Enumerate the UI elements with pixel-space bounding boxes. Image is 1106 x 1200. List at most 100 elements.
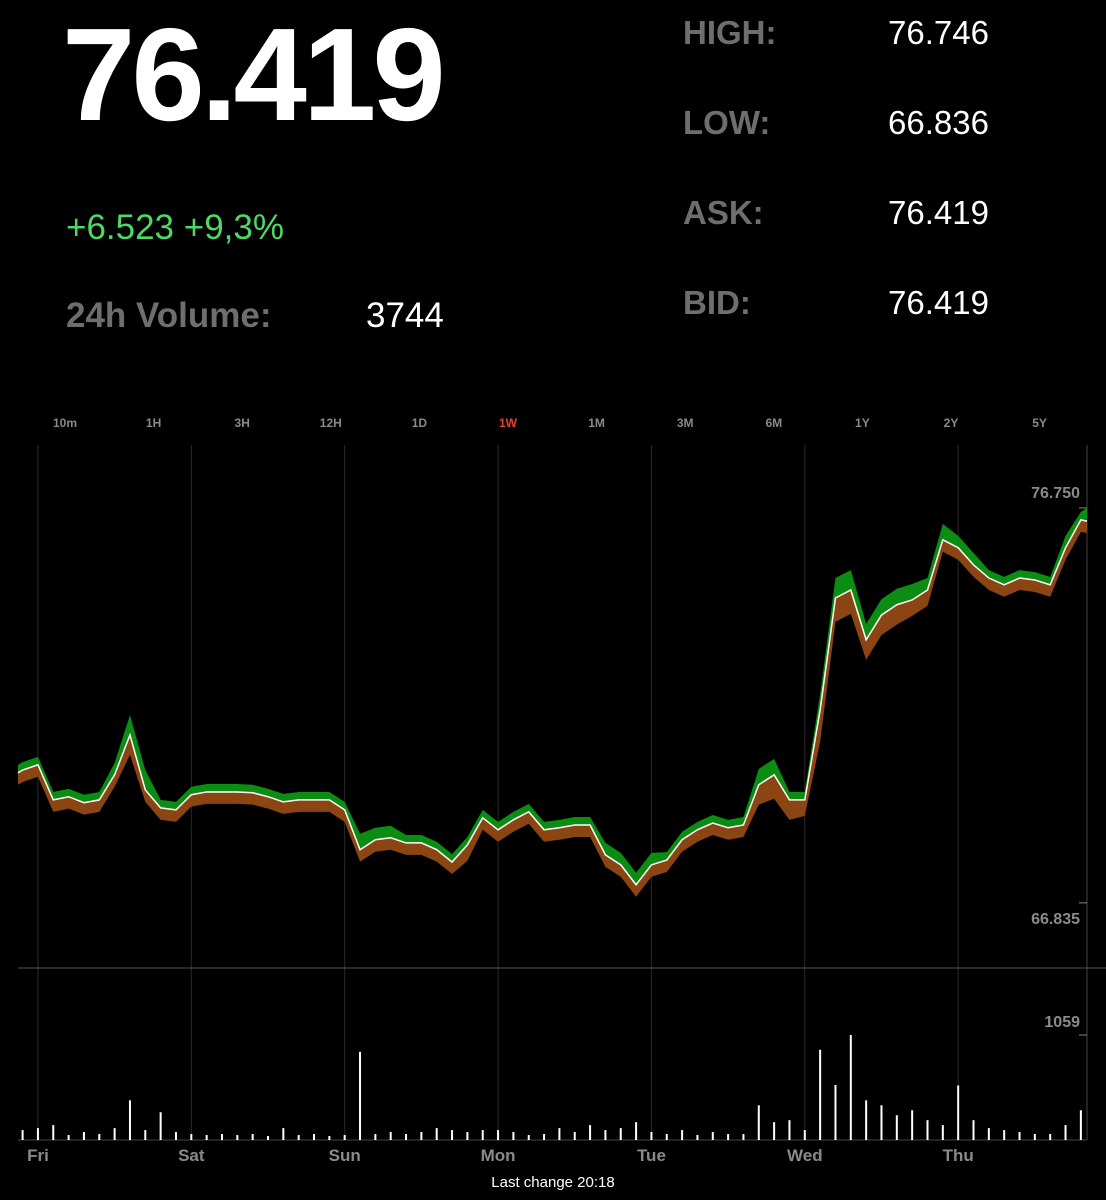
volume-bar bbox=[251, 1134, 254, 1140]
volume-bar bbox=[205, 1135, 208, 1140]
volume-bar bbox=[67, 1135, 70, 1140]
volume-bar bbox=[328, 1136, 331, 1140]
volume-bar bbox=[527, 1135, 530, 1140]
volume-bar bbox=[1003, 1130, 1006, 1140]
range-tab[interactable]: 1W bbox=[499, 416, 518, 430]
range-tab[interactable]: 3H bbox=[235, 416, 250, 430]
volume-bar bbox=[282, 1128, 285, 1140]
stat-value: 76.419 bbox=[888, 284, 989, 321]
y-tick-label: 66.835 bbox=[1031, 911, 1080, 928]
range-tab[interactable]: 6M bbox=[765, 416, 782, 430]
volume-bar bbox=[113, 1128, 116, 1140]
x-tick-label: Fri bbox=[27, 1146, 49, 1165]
volume-bar bbox=[497, 1130, 500, 1140]
volume-bar bbox=[1049, 1134, 1052, 1140]
range-tab[interactable]: 3M bbox=[677, 416, 694, 430]
volume-bar bbox=[512, 1132, 515, 1140]
volume-bar bbox=[313, 1134, 316, 1140]
volume-bar bbox=[1064, 1125, 1067, 1140]
stat-label: BID: bbox=[683, 284, 751, 321]
volume-bar bbox=[543, 1134, 546, 1140]
volume-bar bbox=[849, 1035, 852, 1140]
volume-bar bbox=[21, 1130, 24, 1140]
volume-bar bbox=[941, 1125, 944, 1140]
volume-bar bbox=[696, 1135, 699, 1140]
volume-bar bbox=[405, 1134, 408, 1140]
volume-bar bbox=[773, 1122, 776, 1140]
y-tick-label: 76.750 bbox=[1031, 485, 1080, 502]
low-band bbox=[18, 519, 1087, 897]
volume-bar bbox=[159, 1112, 162, 1140]
volume-bar bbox=[558, 1128, 561, 1140]
volume-bar bbox=[343, 1135, 346, 1140]
range-tab[interactable]: 1Y bbox=[855, 416, 870, 430]
volume-bar bbox=[711, 1132, 714, 1140]
x-tick-label: Mon bbox=[481, 1146, 516, 1165]
volume-bar bbox=[481, 1130, 484, 1140]
volume-bar bbox=[52, 1125, 55, 1140]
volume-bar bbox=[757, 1105, 760, 1140]
volume-bar bbox=[1033, 1134, 1036, 1140]
volume-bar bbox=[297, 1135, 300, 1140]
volume-label: 24h Volume: bbox=[66, 296, 272, 335]
range-tab[interactable]: 1M bbox=[588, 416, 605, 430]
x-tick-label: Sat bbox=[178, 1146, 205, 1165]
volume-bar bbox=[1079, 1110, 1082, 1140]
volume-bar bbox=[128, 1100, 131, 1140]
volume-bar bbox=[266, 1136, 269, 1140]
range-tab[interactable]: 1H bbox=[146, 416, 161, 430]
price-change: +6.523 +9,3% bbox=[66, 208, 284, 247]
range-tab[interactable]: 1D bbox=[412, 416, 428, 430]
volume-bar bbox=[926, 1120, 929, 1140]
volume-bar bbox=[788, 1120, 791, 1140]
volume-bar bbox=[466, 1132, 469, 1140]
volume-bar bbox=[374, 1134, 377, 1140]
stat-value: 76.746 bbox=[888, 14, 989, 51]
volume-bar bbox=[604, 1130, 607, 1140]
volume-bar bbox=[803, 1130, 806, 1140]
volume-bar bbox=[220, 1134, 223, 1140]
volume-bar bbox=[190, 1134, 193, 1140]
volume-bar bbox=[742, 1134, 745, 1140]
volume-bar bbox=[236, 1135, 239, 1140]
volume-bar bbox=[895, 1115, 898, 1140]
stat-value: 76.419 bbox=[888, 194, 989, 231]
volume-bar bbox=[834, 1084, 837, 1140]
range-tab[interactable]: 2Y bbox=[944, 416, 959, 430]
x-tick-label: Tue bbox=[637, 1146, 666, 1165]
volume-bar bbox=[174, 1132, 177, 1140]
stat-label: ASK: bbox=[683, 194, 764, 231]
volume-bar bbox=[589, 1125, 592, 1140]
volume-bar bbox=[635, 1122, 638, 1140]
volume-bar bbox=[359, 1051, 362, 1140]
stat-label: LOW: bbox=[683, 104, 771, 141]
volume-bar bbox=[957, 1085, 960, 1140]
range-tab[interactable]: 12H bbox=[320, 416, 342, 430]
volume-bar bbox=[573, 1132, 576, 1140]
stat-label: HIGH: bbox=[683, 14, 777, 51]
volume-bar bbox=[972, 1120, 975, 1140]
volume-bar bbox=[451, 1130, 454, 1140]
y-tick-label: 1059 bbox=[1044, 1014, 1080, 1031]
volume-bar bbox=[82, 1132, 85, 1140]
volume-bar bbox=[650, 1132, 653, 1140]
volume-value: 3744 bbox=[366, 296, 444, 335]
footer: Last change 20:18 bbox=[491, 1174, 614, 1191]
volume-bar bbox=[1018, 1132, 1021, 1140]
stat-value: 66.836 bbox=[888, 104, 989, 141]
last-price: 76.419 bbox=[62, 1, 446, 148]
volume-bar bbox=[911, 1110, 914, 1140]
volume-bar bbox=[880, 1105, 883, 1140]
volume-bar bbox=[819, 1049, 822, 1140]
x-tick-label: Wed bbox=[787, 1146, 823, 1165]
volume-bar bbox=[420, 1132, 423, 1140]
range-tab[interactable]: 5Y bbox=[1032, 416, 1047, 430]
volume-bar bbox=[389, 1132, 392, 1140]
price-line bbox=[17, 519, 1088, 886]
x-tick-label: Thu bbox=[943, 1146, 974, 1165]
volume-bar bbox=[665, 1134, 668, 1140]
volume-bar bbox=[727, 1134, 730, 1140]
range-tab[interactable]: 10m bbox=[53, 416, 77, 430]
